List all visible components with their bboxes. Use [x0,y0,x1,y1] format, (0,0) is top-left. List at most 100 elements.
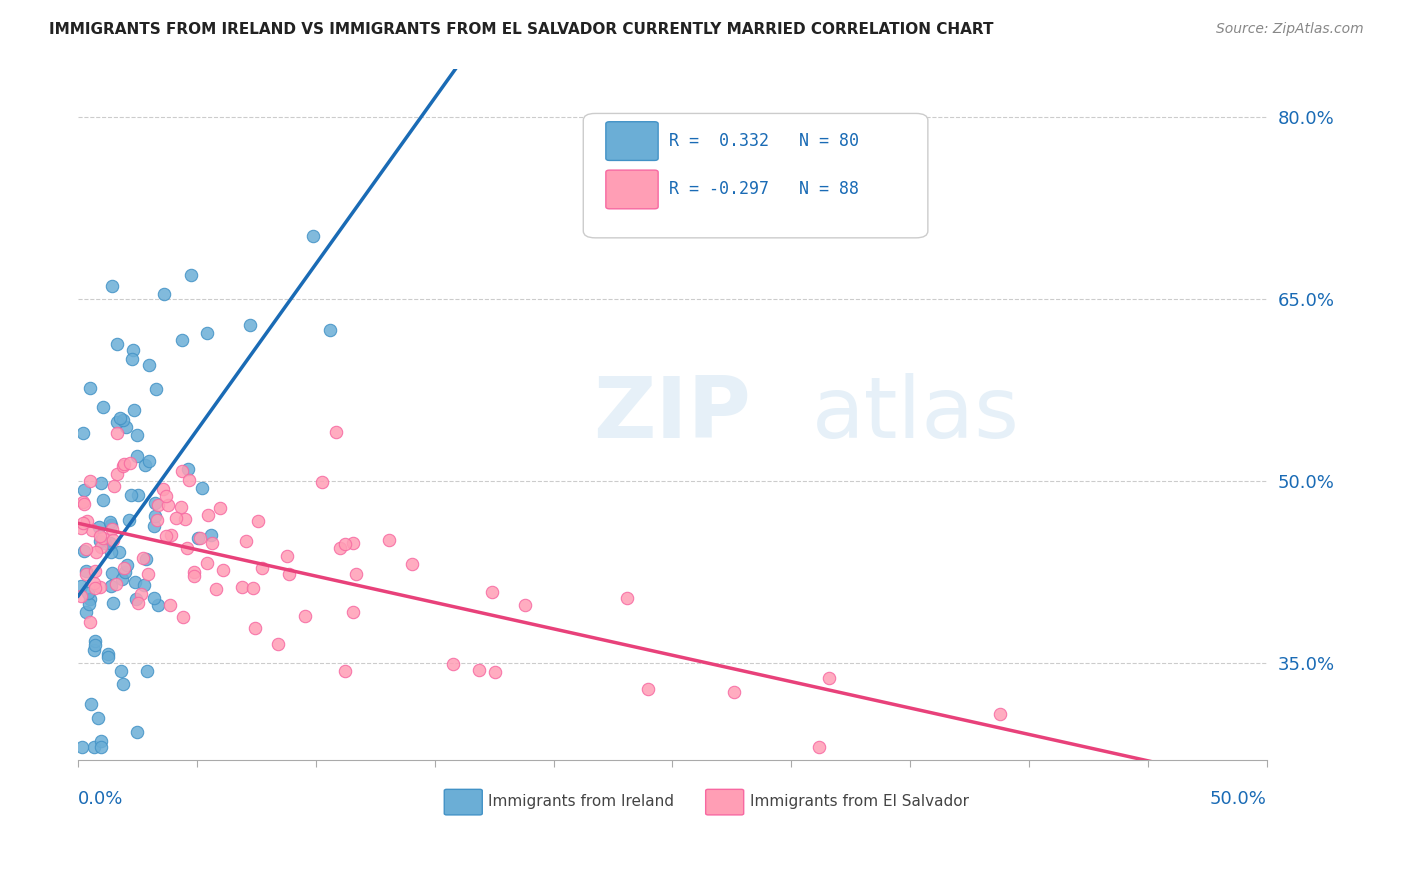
Point [72,495,94,509]
Point [84,634,107,648]
Point [201,536,224,550]
Text: Source: ZipAtlas.com: Source: ZipAtlas.com [1216,22,1364,37]
Point [70,740,93,755]
Text: R = -0.297   N = 88: R = -0.297 N = 88 [669,180,859,198]
Point [159,599,181,613]
Point [378,533,401,547]
Point [276,549,298,564]
Point [69,520,91,534]
Point [209,500,232,515]
Point [79,475,101,489]
Point [97,647,120,661]
Point [344,567,367,582]
Point [120,488,142,502]
Point [302,229,325,244]
Point [155,489,177,503]
Text: ZIP: ZIP [593,373,751,456]
Point [143,591,166,606]
Text: Immigrants from El Salvador: Immigrants from El Salvador [749,794,969,809]
Point [84,564,107,578]
Point [83,740,105,755]
Point [143,496,166,510]
Point [135,665,157,679]
Point [91,532,114,546]
Point [127,724,149,739]
Point [127,596,149,610]
Point [77,585,100,599]
Point [108,411,131,425]
Point [180,268,202,282]
Point [134,458,156,472]
Point [165,510,187,524]
Point [89,528,111,542]
Point [212,563,235,577]
Text: 50.0%: 50.0% [1209,790,1267,808]
Point [145,382,167,396]
Point [143,508,166,523]
Point [118,513,141,527]
Point [83,638,105,652]
Point [129,587,152,601]
Point [75,542,97,557]
Point [98,515,121,529]
FancyBboxPatch shape [606,170,658,209]
Point [637,682,659,697]
Point [170,500,193,514]
Point [342,536,364,550]
Text: 0.0%: 0.0% [79,790,124,808]
Point [104,576,127,591]
Point [515,598,537,612]
Point [69,589,91,603]
Point [329,541,352,555]
Point [100,522,122,536]
Point [79,615,101,629]
Point [101,596,124,610]
Point [136,566,159,581]
Point [112,677,135,691]
Point [79,381,101,395]
Point [72,516,94,530]
Point [195,326,218,340]
Point [183,569,205,583]
Point [204,582,226,597]
Point [103,479,125,493]
Point [172,610,194,624]
Point [107,545,129,559]
Point [187,531,209,545]
Point [195,556,218,570]
Point [723,684,745,698]
Point [145,513,167,527]
Point [124,403,146,417]
Point [105,467,128,481]
Point [157,498,180,512]
Point [319,323,342,337]
Text: Immigrants from Ireland: Immigrants from Ireland [488,794,675,809]
Point [235,533,257,548]
Point [89,534,111,549]
Point [173,512,195,526]
Point [90,540,112,554]
Point [441,657,464,671]
Point [277,566,299,581]
Point [121,352,143,367]
Point [267,637,290,651]
Point [125,591,148,606]
Point [91,492,114,507]
Point [84,581,107,595]
Point [112,459,135,474]
Point [90,734,112,748]
Point [100,566,122,580]
Point [124,575,146,590]
Point [159,528,181,542]
Point [87,520,110,534]
Point [138,358,160,372]
Point [72,426,94,441]
Point [155,529,177,543]
Point [342,605,364,619]
Point [177,462,200,476]
Point [294,608,316,623]
Point [91,400,114,414]
Point [135,552,157,566]
Point [481,585,503,599]
Point [75,567,97,582]
